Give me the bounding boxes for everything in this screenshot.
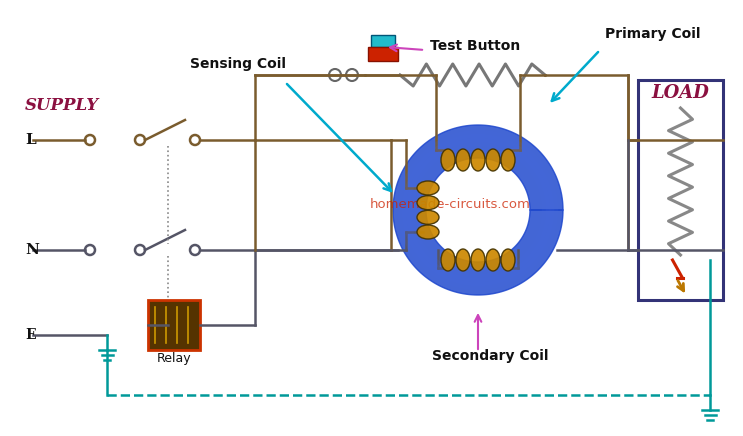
Ellipse shape: [417, 181, 439, 195]
Bar: [368, 47, 398, 61]
Text: Secondary Coil: Secondary Coil: [432, 349, 548, 363]
Text: Primary Coil: Primary Coil: [605, 27, 701, 41]
Ellipse shape: [417, 225, 439, 239]
Ellipse shape: [417, 196, 439, 210]
Bar: [638, 80, 723, 300]
Text: SUPPLY: SUPPLY: [25, 97, 99, 114]
Ellipse shape: [441, 149, 455, 171]
Polygon shape: [393, 125, 563, 295]
Ellipse shape: [471, 149, 485, 171]
Text: homemade-circuits.com: homemade-circuits.com: [369, 198, 531, 211]
Ellipse shape: [486, 249, 500, 271]
Text: Test Button: Test Button: [430, 39, 520, 53]
Ellipse shape: [501, 149, 515, 171]
Text: L: L: [25, 133, 36, 147]
Text: N: N: [25, 243, 39, 257]
Text: LOAD: LOAD: [652, 84, 710, 102]
Bar: [371, 35, 395, 47]
Ellipse shape: [456, 249, 470, 271]
Text: Relay: Relay: [157, 352, 191, 365]
Ellipse shape: [417, 210, 439, 225]
Ellipse shape: [456, 149, 470, 171]
Ellipse shape: [471, 249, 485, 271]
Ellipse shape: [501, 249, 515, 271]
Bar: [148, 300, 200, 350]
Text: Sensing Coil: Sensing Coil: [190, 57, 286, 71]
Ellipse shape: [441, 249, 455, 271]
Text: E: E: [25, 328, 36, 342]
Ellipse shape: [486, 149, 500, 171]
